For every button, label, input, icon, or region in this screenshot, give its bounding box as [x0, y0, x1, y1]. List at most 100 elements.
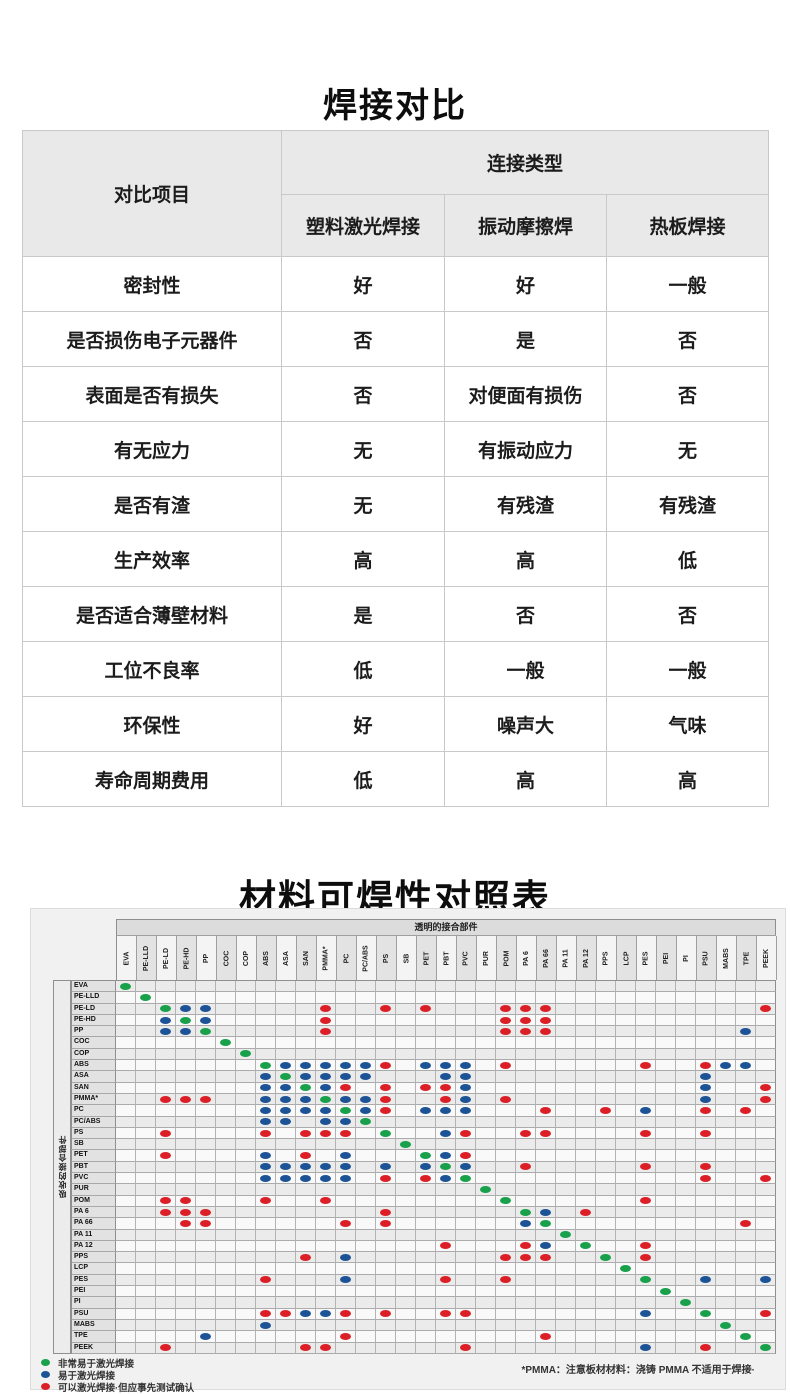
- matrix-cell: [476, 1263, 496, 1275]
- matrix-cell: [276, 1274, 296, 1287]
- matrix-cell: [416, 1014, 436, 1027]
- weldability-dot-blue: [340, 1163, 351, 1171]
- matrix-cell: [576, 992, 596, 1004]
- matrix-cell: [376, 1286, 396, 1298]
- matrix-cell: [516, 1139, 536, 1151]
- matrix-cell: [396, 1060, 416, 1072]
- matrix-cell: [216, 981, 236, 993]
- matrix-row: PA 66: [71, 1218, 776, 1230]
- matrix-cell: [416, 1003, 436, 1015]
- matrix-cell: [236, 1150, 256, 1162]
- matrix-cell: [376, 1342, 396, 1354]
- matrix-row: TPE: [71, 1331, 776, 1343]
- matrix-cell: [476, 1014, 496, 1027]
- matrix-cell: [536, 1240, 556, 1253]
- matrix-cell: [176, 1286, 196, 1298]
- matrix-cell: [576, 1037, 596, 1049]
- matrix-cell: [436, 1342, 456, 1354]
- matrix-cell: [556, 1093, 576, 1106]
- matrix-cell: [516, 1263, 536, 1275]
- weldability-dot-blue: [460, 1163, 471, 1171]
- weldability-dot-red: [640, 1253, 651, 1261]
- matrix-cell: [496, 1139, 516, 1151]
- matrix-column-header: PA 6: [517, 936, 537, 980]
- matrix-cell: [316, 1026, 336, 1038]
- cell-value: 低: [281, 751, 445, 807]
- matrix-cell: [436, 1003, 456, 1015]
- matrix-cell: [656, 1297, 676, 1309]
- weldability-dot-red: [540, 1005, 551, 1013]
- matrix-cell: [676, 1263, 696, 1275]
- matrix-cell: [436, 1037, 456, 1049]
- matrix-cell: [456, 1286, 476, 1298]
- matrix-cell: [316, 1184, 336, 1196]
- cell-value: 高: [444, 531, 607, 587]
- matrix-cell: [636, 1195, 656, 1207]
- matrix-row: MABS: [71, 1319, 776, 1332]
- matrix-cell: [436, 1286, 456, 1298]
- matrix-cell: [496, 1037, 516, 1049]
- matrix-cell: [576, 1252, 596, 1264]
- matrix-cell: [736, 1173, 756, 1185]
- matrix-cell: [356, 1116, 376, 1128]
- matrix-cell: [436, 1218, 456, 1230]
- matrix-cell: [256, 1308, 276, 1320]
- matrix-cell: [276, 1082, 296, 1094]
- weldability-dot-red: [500, 1061, 511, 1069]
- matrix-cell: [696, 1274, 716, 1287]
- matrix-cell: [396, 1206, 416, 1219]
- matrix-cell: [356, 1093, 376, 1106]
- matrix-cell: [716, 1037, 736, 1049]
- matrix-cell: [436, 1116, 456, 1128]
- matrix-cell: [256, 1195, 276, 1207]
- matrix-cell: [656, 1127, 676, 1140]
- matrix-cell: [516, 1297, 536, 1309]
- matrix-cell: [416, 1105, 436, 1117]
- matrix-cell: [176, 1014, 196, 1027]
- matrix-cell: [276, 1331, 296, 1343]
- matrix-cell: [656, 1319, 676, 1332]
- matrix-cell: [296, 1274, 316, 1287]
- weldability-dot-blue: [160, 1016, 171, 1024]
- matrix-cell: [216, 992, 236, 1004]
- matrix-cell: [496, 1319, 516, 1332]
- matrix-row-label: PVC: [71, 1173, 116, 1185]
- matrix-cell: [616, 1037, 636, 1049]
- matrix-cell: [416, 1071, 436, 1083]
- matrix-cell: [216, 1003, 236, 1015]
- matrix-cell: [316, 1060, 336, 1072]
- matrix-cell: [676, 1105, 696, 1117]
- weldability-dot-blue: [460, 1106, 471, 1114]
- matrix-cell: [516, 1240, 536, 1253]
- matrix-cell: [756, 1286, 776, 1298]
- matrix-cell: [596, 1308, 616, 1320]
- matrix-cell: [636, 1229, 656, 1241]
- matrix-cell: [656, 1093, 676, 1106]
- matrix-cell: [336, 981, 356, 993]
- matrix-cell: [116, 1319, 136, 1332]
- matrix-cell: [276, 1218, 296, 1230]
- matrix-cell: [176, 1127, 196, 1140]
- matrix-row-label: ASA: [71, 1071, 116, 1083]
- matrix-cell: [556, 1252, 576, 1264]
- matrix-cell: [676, 1150, 696, 1162]
- matrix-cell: [256, 1252, 276, 1264]
- weldability-dot-blue: [260, 1073, 271, 1081]
- weldability-dot-red: [260, 1276, 271, 1284]
- matrix-cell: [376, 1331, 396, 1343]
- matrix-cell: [356, 1218, 376, 1230]
- weldability-dot-red: [700, 1061, 711, 1069]
- weldability-dot-red: [380, 1106, 391, 1114]
- weldability-dot-red: [380, 1061, 391, 1069]
- matrix-cell: [556, 992, 576, 1004]
- weldability-dot-blue: [300, 1073, 311, 1081]
- matrix-cell: [296, 1218, 316, 1230]
- matrix-cell: [476, 1150, 496, 1162]
- matrix-cell: [196, 1319, 216, 1332]
- matrix-cell: [296, 1240, 316, 1253]
- matrix-cell: [496, 1105, 516, 1117]
- matrix-row: PVC: [71, 1173, 776, 1185]
- matrix-cell: [456, 1139, 476, 1151]
- matrix-cell: [176, 1263, 196, 1275]
- weldability-dot-red: [160, 1095, 171, 1103]
